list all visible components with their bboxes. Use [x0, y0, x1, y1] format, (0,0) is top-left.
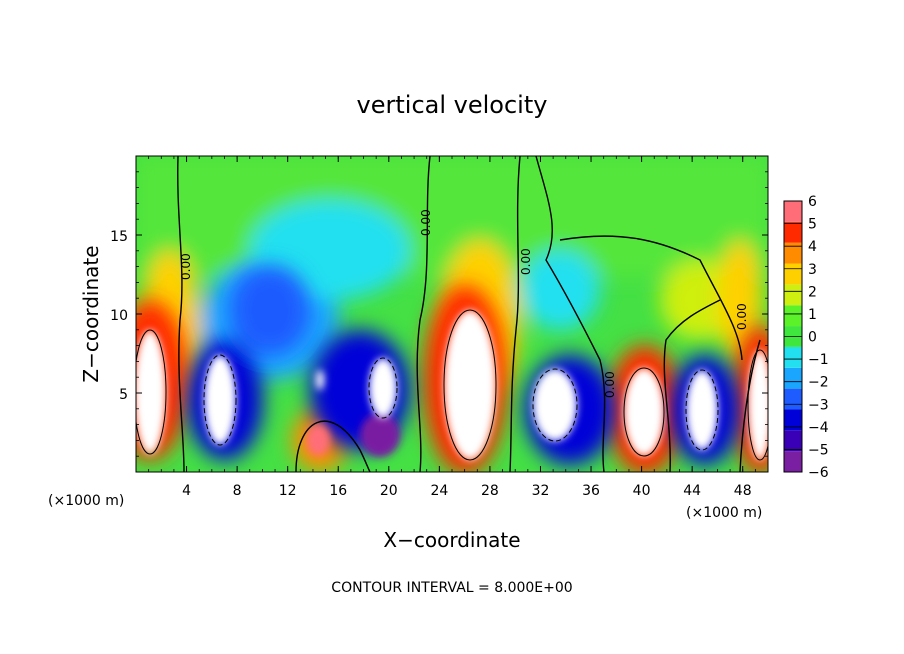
x-tick-label: 36	[582, 483, 600, 499]
x-tick-label: 12	[279, 483, 297, 499]
contour-label: 0.00	[519, 248, 533, 275]
y-tick-label: 10	[110, 308, 128, 324]
colorbar-tick-label: 1	[808, 307, 817, 323]
colorbar-swatch	[784, 346, 802, 368]
colorbar-tick-label: −2	[808, 375, 829, 391]
colorbar-tick-label: 6	[808, 194, 817, 210]
contour-labels: 0.00 0.00 0.00 0.00 0.00	[179, 209, 749, 398]
colorbar-swatch	[784, 409, 802, 431]
colorbar-swatch	[784, 242, 802, 264]
colorbar-swatch	[784, 451, 802, 472]
x-tick-label: 24	[430, 483, 448, 499]
colorbar-tick-label: −5	[808, 442, 829, 458]
colorbar-tick-label: 0	[808, 330, 817, 346]
colorbar-swatch	[784, 263, 802, 285]
contour-label: 0.00	[603, 371, 617, 398]
colorbar-swatch	[784, 221, 802, 243]
x-axis-label: X−coordinate	[383, 528, 520, 552]
colorbar-swatch	[784, 367, 802, 389]
colorbar-tick-label: 5	[808, 217, 817, 233]
x-axis: 4 8 12 16 20 24 28 32 36 40 44 48	[135, 156, 769, 499]
contour-interval-note: CONTOUR INTERVAL = 8.000E+00	[331, 580, 572, 596]
x-tick-label: 20	[380, 483, 398, 499]
contour-lines	[177, 156, 761, 472]
contour-label: 0.00	[735, 303, 749, 330]
colorbar-tick-label: −1	[808, 352, 829, 368]
chart-title: vertical velocity	[357, 91, 548, 119]
colorbar-tick-label: −4	[808, 420, 829, 436]
contour-label: 0.00	[419, 209, 433, 236]
x-tick-label: 4	[182, 483, 191, 499]
contour-inner-lines	[136, 309, 768, 461]
y-axis-label: Z−coordinate	[79, 245, 103, 382]
colorbar-tick-label: 4	[808, 239, 817, 255]
heatmap-field: 0.00 0.00 0.00 0.00 0.00	[136, 156, 768, 472]
colorbar: 6 5 4 3 2 1 0 −1 −2 −3 −4 −5 −6	[783, 194, 829, 481]
colorbar-swatch	[784, 284, 802, 306]
colorbar-tick-label: 2	[808, 284, 817, 300]
x-unit-right: (×1000 m)	[686, 505, 762, 521]
y-tick-label: 15	[110, 229, 128, 245]
x-tick-label: 40	[633, 483, 651, 499]
colorbar-swatch	[784, 430, 802, 452]
x-unit-left: (×1000 m)	[48, 493, 124, 509]
colorbar-tick-label: −3	[808, 397, 829, 413]
y-tick-label: 5	[119, 387, 128, 403]
colorbar-swatch	[784, 201, 802, 222]
colorbar-tick-label: −6	[808, 465, 829, 481]
colorbar-tick-label: 3	[808, 262, 817, 278]
x-tick-label: 16	[329, 483, 347, 499]
y-axis: 5 10 15	[110, 155, 768, 473]
colorbar-swatch	[784, 305, 802, 327]
x-tick-label: 48	[734, 483, 752, 499]
x-tick-label: 44	[683, 483, 701, 499]
x-tick-label: 28	[481, 483, 499, 499]
colorbar-swatch	[784, 388, 802, 410]
contour-dashed-lines	[203, 354, 719, 451]
contour-label: 0.00	[179, 253, 193, 280]
x-tick-label: 32	[532, 483, 550, 499]
x-tick-label: 8	[233, 483, 242, 499]
